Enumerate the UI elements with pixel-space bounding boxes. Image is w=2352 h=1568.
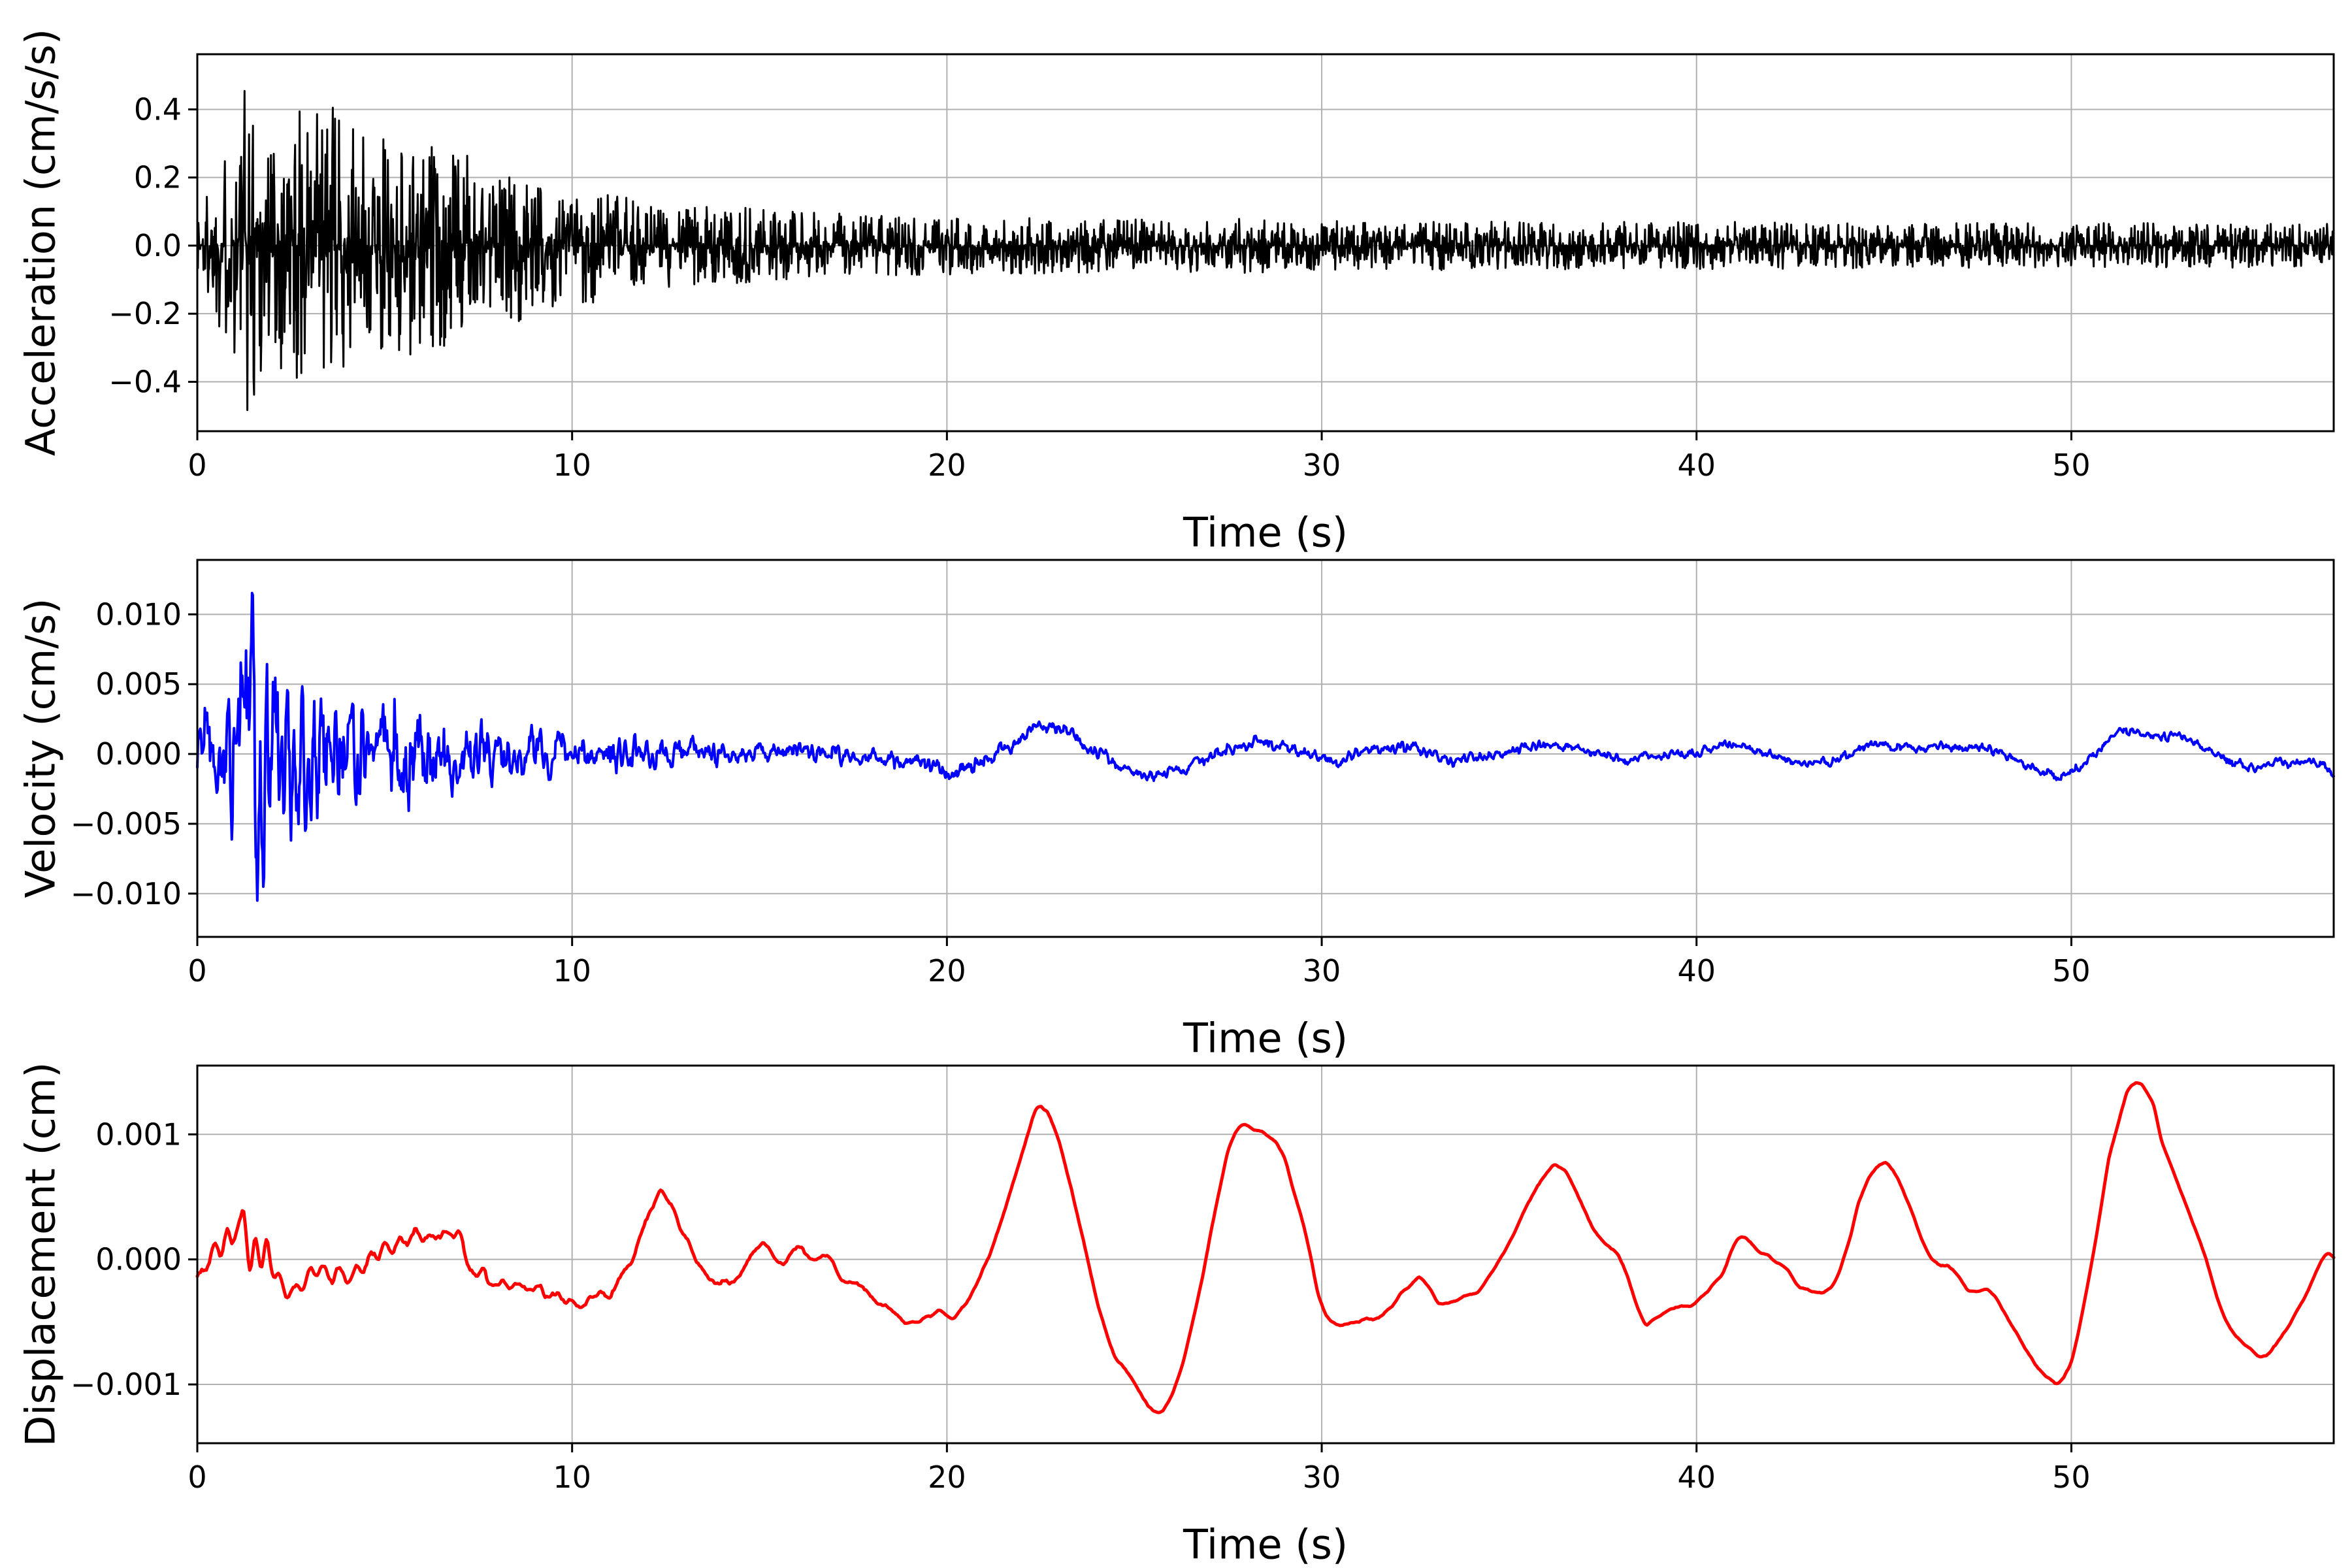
displacement-subplot: 0 10 20 30 40 50 0.001 0.000 −0.001 xyxy=(71,1064,2336,1495)
y-tick-label: −0.4 xyxy=(108,364,182,399)
x-tick-label: 20 xyxy=(928,1460,966,1495)
x-tick-label: 40 xyxy=(1677,448,1716,483)
x-tick-label: 20 xyxy=(928,448,966,483)
plot-border xyxy=(196,1064,2335,1445)
acceleration-ylabel: Acceleration (cm/s/s) xyxy=(16,28,65,457)
y-tick-label: 0.005 xyxy=(95,666,182,702)
x-tick-label: 10 xyxy=(553,1460,591,1495)
plot-border xyxy=(196,559,2335,938)
x-tick-label: 10 xyxy=(553,448,591,483)
y-tick-label: 0.000 xyxy=(95,1242,182,1277)
x-tick-label: 50 xyxy=(2052,448,2091,483)
x-tick-label: 50 xyxy=(2052,953,2091,988)
x-tick-label: 30 xyxy=(1303,1460,1341,1495)
velocity-subplot: 0 10 20 30 40 50 0.010 0.005 0.000 −0.005 −0.010 xyxy=(71,559,2335,988)
x-tick-label: 0 xyxy=(188,953,206,988)
displacement-ylabel: Displacement (cm) xyxy=(16,1062,65,1447)
velocity-xlabel: Time (s) xyxy=(1183,1014,1348,1062)
acceleration-subplot: 0 10 20 30 40 50 0.4 0.2 0.0 −0.2 −0.4 xyxy=(108,53,2335,483)
acceleration-xlabel: Time (s) xyxy=(1183,508,1348,557)
x-tick-label: 40 xyxy=(1677,953,1716,988)
y-tick-label: 0.001 xyxy=(95,1117,182,1152)
y-tick-label: 0.4 xyxy=(134,91,182,127)
y-tick-label: −0.005 xyxy=(71,806,182,841)
y-tick-label: 0.000 xyxy=(95,736,182,772)
y-tick-label: 0.0 xyxy=(134,228,182,263)
y-tick-label: −0.010 xyxy=(71,876,182,911)
x-tick-label: 30 xyxy=(1303,953,1341,988)
x-tick-label: 10 xyxy=(553,953,591,988)
y-tick-label: 0.010 xyxy=(95,596,182,632)
x-tick-label: 0 xyxy=(188,448,206,483)
acceleration-trace xyxy=(196,90,2335,412)
x-tick-label: 30 xyxy=(1303,448,1341,483)
y-tick-label: −0.001 xyxy=(71,1367,182,1402)
x-tick-label: 20 xyxy=(928,953,966,988)
y-tick-label: −0.2 xyxy=(108,296,182,331)
displacement-trace xyxy=(195,1081,2336,1414)
y-tick-label: 0.2 xyxy=(134,160,182,195)
x-tick-label: 40 xyxy=(1677,1460,1716,1495)
plot-border xyxy=(196,53,2335,433)
displacement-xlabel: Time (s) xyxy=(1183,1520,1348,1568)
x-tick-label: 0 xyxy=(188,1460,206,1495)
x-tick-label: 50 xyxy=(2052,1460,2091,1495)
velocity-ylabel: Velocity (cm/s) xyxy=(16,598,65,898)
velocity-trace xyxy=(196,591,2335,902)
